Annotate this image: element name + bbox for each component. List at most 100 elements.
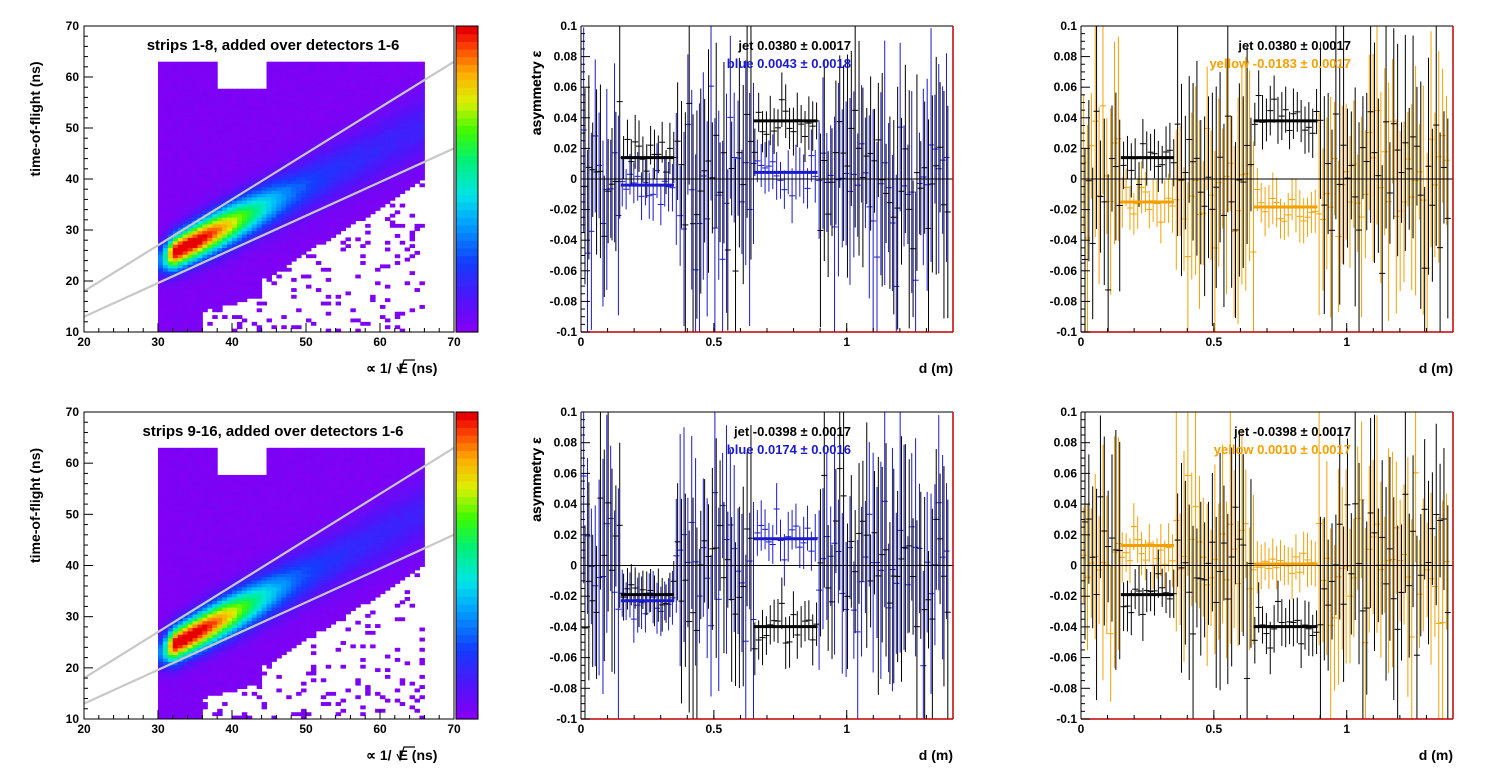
heatmap-cell [187, 457, 194, 462]
heatmap-cell [350, 102, 356, 107]
heatmap-cell [370, 210, 376, 215]
heatmap-cell [158, 488, 164, 493]
heatmap-cell [365, 71, 371, 76]
heatmap-cell [340, 190, 346, 194]
heatmap-cell [335, 203, 342, 208]
heatmap-cell [182, 146, 189, 151]
heatmap-cell [167, 109, 174, 113]
heatmap-cell [375, 95, 381, 100]
heatmap-cell [360, 102, 366, 107]
heatmap-cell [187, 685, 194, 689]
heatmap-cell [370, 102, 376, 107]
heatmap-cell [172, 125, 179, 130]
heatmap-cell [271, 257, 277, 262]
heatmap-cell [241, 179, 248, 184]
heatmap-cell [291, 125, 297, 130]
x-tick-label: 0.5 [1206, 335, 1223, 349]
heatmap-cell [296, 200, 302, 205]
heatmap-cell [320, 159, 327, 164]
heatmap-cell [380, 85, 386, 90]
heatmap-cell [192, 85, 198, 90]
heatmap-cell [291, 166, 297, 171]
heatmap-cell [212, 75, 218, 80]
heatmap-cell [315, 190, 322, 194]
heatmap-cell [212, 223, 218, 228]
heatmap-cell [350, 92, 356, 96]
cut-line [83, 60, 455, 293]
heatmap-cell [370, 163, 376, 167]
heatmap-cell [286, 92, 292, 96]
heatmap-cell [291, 85, 297, 90]
heatmap-cell [172, 549, 179, 554]
heatmap-cell [192, 569, 198, 574]
heatmap-cell [212, 169, 218, 174]
heatmap-cell [330, 95, 337, 100]
heatmap-cell [202, 281, 208, 286]
heatmap-cell [325, 230, 332, 235]
heatmap-cell [167, 159, 174, 164]
heatmap-cell [340, 132, 346, 137]
heatmap-cell [360, 132, 366, 137]
heatmap-cell [227, 132, 233, 137]
heatmap-cell [320, 78, 327, 83]
heatmap-cell [182, 485, 189, 489]
heatmap-cell [202, 68, 208, 73]
heatmap-cell [286, 78, 292, 83]
heatmap-cell [202, 237, 208, 242]
heatmap-cell [345, 85, 351, 90]
heatmap-cell [399, 142, 406, 147]
heatmap-cell [232, 173, 238, 178]
heatmap-cell [350, 146, 356, 151]
heatmap-cell [389, 163, 396, 167]
heatmap-cell [271, 220, 277, 225]
heatmap-cell [266, 267, 272, 272]
heatmap-cell [409, 129, 416, 134]
heatmap-cell [212, 308, 218, 313]
heatmap-cell [246, 142, 253, 147]
heatmap-cell [306, 95, 312, 100]
heatmap-cell [414, 122, 420, 127]
heatmap-cell [365, 125, 371, 130]
heatmap-cell [172, 563, 179, 567]
heatmap-cell [355, 200, 361, 205]
heatmap-cell [261, 203, 268, 208]
heatmap-cell [389, 166, 396, 171]
heatmap-cell [172, 267, 179, 272]
heatmap-cell [167, 92, 174, 96]
heatmap-cell [192, 657, 198, 662]
heatmap-cell [162, 495, 169, 500]
heatmap-cell [384, 92, 391, 96]
heatmap-cell [394, 152, 401, 157]
heatmap-cell [340, 200, 346, 205]
heatmap-cell [399, 156, 406, 161]
heatmap-cell [301, 61, 307, 66]
y-tick-label: -0.06 [550, 264, 578, 278]
heatmap-cell [167, 627, 174, 632]
heatmap-cell [409, 68, 416, 73]
heatmap-cell [158, 271, 164, 276]
heatmap-cell [355, 203, 361, 208]
heatmap-cell [340, 173, 346, 178]
heatmap-cell [266, 200, 272, 205]
heatmap-cell [414, 173, 420, 178]
heatmap-cell [222, 119, 228, 124]
heatmap-cell [236, 250, 243, 255]
heatmap-cell [172, 596, 179, 601]
heatmap-cell [217, 132, 223, 137]
heatmap-cell [419, 304, 425, 309]
heatmap-cell [162, 71, 169, 76]
heatmap-cell [192, 702, 198, 706]
legend-entry: jet 0.0380 ± 0.0017 [737, 38, 851, 53]
heatmap-cell [192, 566, 198, 571]
heatmap-cell [172, 244, 179, 249]
heatmap-cell [236, 230, 243, 235]
heatmap-cell [197, 98, 203, 103]
heatmap-cell [177, 610, 184, 615]
heatmap-cell [172, 217, 179, 222]
heatmap-cell [162, 600, 169, 605]
heatmap-cell [182, 712, 189, 717]
heatmap-cell [192, 590, 198, 595]
heatmap-cell [320, 112, 327, 117]
heatmap-cell [167, 634, 174, 639]
heatmap-cell [301, 85, 307, 90]
